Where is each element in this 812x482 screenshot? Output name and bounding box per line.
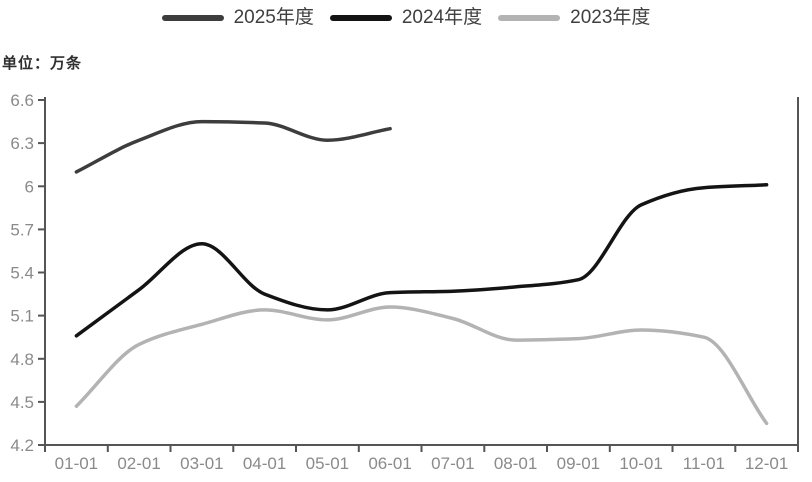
y-tick-label: 6: [25, 177, 34, 196]
y-tick-label: 5.4: [10, 264, 34, 283]
legend-label-2025: 2025年度: [233, 7, 314, 28]
y-tick-label: 6.6: [10, 91, 34, 110]
y-tick-label: 5.1: [10, 307, 34, 326]
x-tick-label: 09-01: [557, 454, 600, 473]
legend-marker-2024: [329, 15, 392, 21]
y-tick-label: 4.2: [10, 436, 34, 455]
legend-marker-2023: [498, 15, 561, 21]
legend-item-2024[interactable]: 2024年度: [329, 7, 483, 29]
y-tick-label: 4.8: [10, 350, 34, 369]
y-tick-label: 4.5: [10, 393, 34, 412]
legend-marker-2025: [161, 15, 224, 21]
series-line-2025[interactable]: [74, 119, 392, 174]
x-tick-label: 03-01: [180, 454, 223, 473]
series-line-2024[interactable]: [74, 183, 769, 338]
x-tick-label: 12-01: [745, 454, 788, 473]
y-tick-label: 6.3: [10, 134, 34, 153]
legend-item-2025[interactable]: 2025年度: [161, 7, 314, 29]
x-tick-label: 05-01: [306, 454, 349, 473]
x-tick-label: 04-01: [243, 454, 286, 473]
series-line-2023[interactable]: [74, 305, 769, 426]
legend: 2025年度 2024年度 2023年度: [0, 7, 812, 29]
legend-item-2023[interactable]: 2023年度: [498, 7, 650, 29]
x-tick-label: 01-01: [55, 454, 98, 473]
legend-label-2023: 2023年度: [570, 7, 651, 28]
x-tick-label: 06-01: [368, 454, 411, 473]
unit-label: 单位：万条: [2, 55, 83, 72]
x-tick-label: 08-01: [494, 454, 537, 473]
x-tick-label: 07-01: [431, 454, 474, 473]
x-tick-label: 02-01: [117, 454, 160, 473]
x-tick-label: 11-01: [683, 454, 725, 473]
legend-label-2024: 2024年度: [401, 7, 483, 28]
y-tick-label: 5.7: [10, 220, 34, 239]
x-tick-label: 10-01: [619, 454, 662, 473]
